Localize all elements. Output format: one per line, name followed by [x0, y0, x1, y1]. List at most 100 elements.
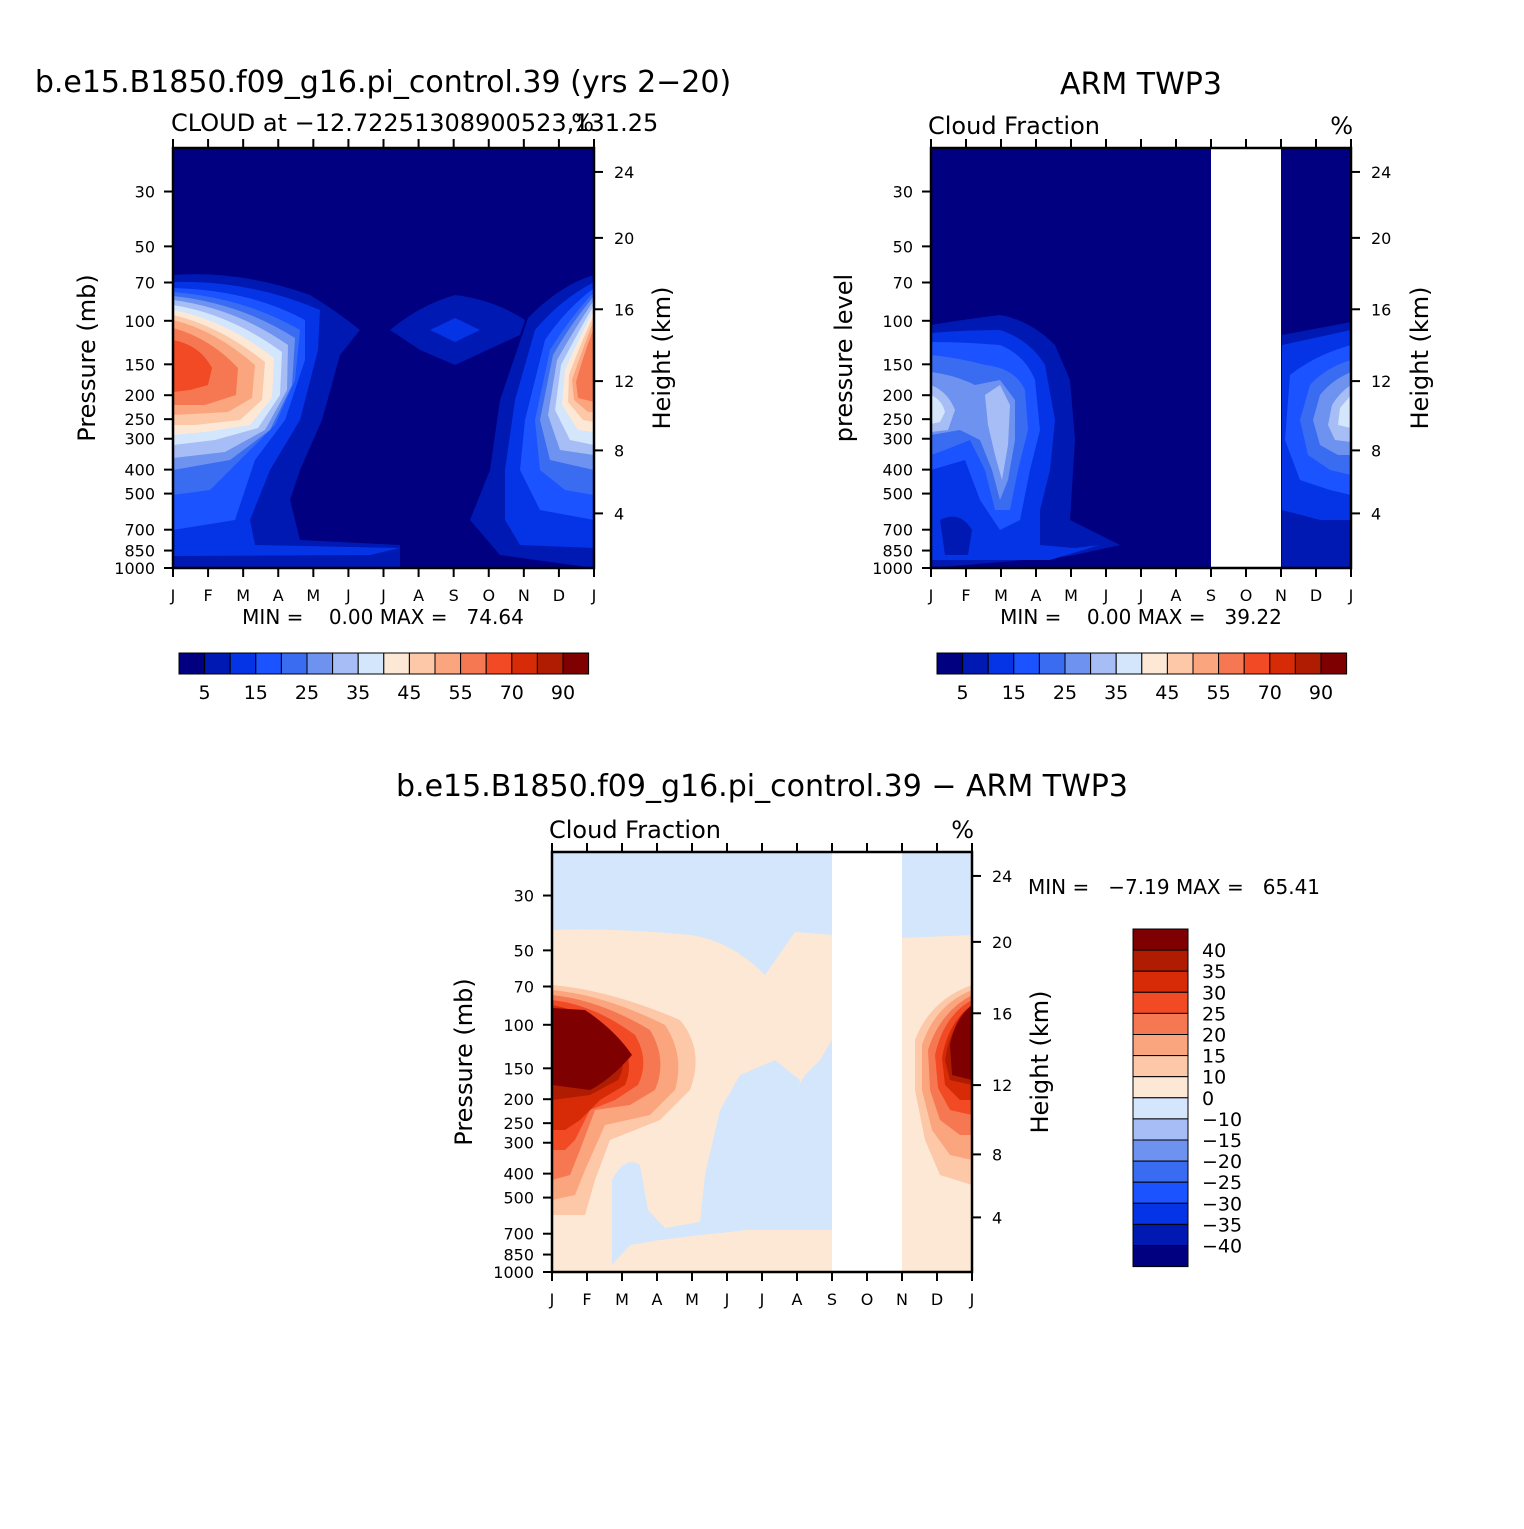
contour-region: [430, 318, 480, 342]
x-tick-label: J: [759, 1290, 765, 1309]
min-max-stats: MIN = 0.00 MAX = 39.22: [1000, 605, 1282, 629]
y-tick-label: 50: [514, 941, 534, 960]
contour-region: [173, 340, 212, 392]
x-tick-label: J: [724, 1290, 730, 1309]
y-tick-label: 700: [124, 521, 155, 540]
y-tick-label: 500: [882, 485, 913, 504]
colorbar-label: 0: [1202, 1088, 1214, 1110]
y-tick-label: 250: [124, 410, 155, 429]
y-tick-label: 300: [882, 430, 913, 449]
y2-tick-label: 8: [992, 1145, 1002, 1164]
contour-region: [985, 385, 1010, 480]
colorbar-swatch: [1038, 652, 1066, 675]
y2-tick-label: 20: [614, 229, 634, 248]
units-label: %: [571, 109, 594, 137]
colorbar-label: 15: [244, 682, 268, 704]
colorbar-swatch: [1141, 652, 1168, 675]
colorbars-layer: 5 15 25 35 45 55 70 90 5 15 25 35 45 55 70 904035302520…: [178, 652, 1348, 1268]
x-tick-label: M: [236, 586, 250, 605]
y2-axis-label: Height (km): [648, 287, 676, 430]
x-tick-label: A: [792, 1290, 803, 1309]
y-tick-label: 250: [882, 410, 913, 429]
colorbar-swatch: [962, 652, 989, 675]
y2-tick-label: 4: [992, 1208, 1002, 1227]
model-cloud-panel: b.e15.B1850.f09_g16.pi_control.39 (yrs 2…: [35, 65, 731, 629]
colorbar-swatch: [1218, 652, 1245, 675]
contour-region: [1338, 395, 1351, 428]
x-tick-label: D: [1310, 586, 1322, 605]
x-tick-label: N: [896, 1290, 908, 1309]
colorbar-swatch: [1320, 652, 1348, 675]
min-max-stats: MIN = −7.19 MAX = 65.41: [1028, 875, 1320, 899]
x-tick-label: A: [652, 1290, 663, 1309]
colorbar-swatch: [306, 652, 334, 675]
x-tick-label: O: [1240, 586, 1253, 605]
x-tick-label: S: [1206, 586, 1216, 605]
colorbar-swatch: [1132, 1055, 1189, 1078]
y-tick-label: 850: [503, 1246, 534, 1265]
colorbar-swatch: [1192, 652, 1220, 675]
colorbar-swatch: [1166, 652, 1194, 675]
colorbar-swatch: [1115, 652, 1143, 675]
y-tick-label: 30: [514, 887, 534, 906]
colorbar-label: 35: [346, 682, 370, 704]
x-tick-label: S: [449, 586, 459, 605]
colorbar-swatch: [562, 652, 590, 675]
arm-obs-panel: ARM TWP3 Cloud Fraction % pressure level…: [830, 67, 1434, 629]
x-tick-label: N: [518, 586, 530, 605]
x-tick-label: M: [306, 586, 320, 605]
y2-tick-label: 16: [1371, 300, 1391, 319]
colorbar-label: 40: [1202, 940, 1226, 962]
panel-subtitle: Cloud Fraction: [928, 112, 1100, 140]
colorbar-label: 25: [295, 682, 319, 704]
colorbar-swatch: [1132, 1223, 1189, 1247]
x-tick-label: J: [170, 586, 176, 605]
colorbar-label: 5: [957, 682, 969, 704]
y-tick-label: 50: [135, 237, 155, 256]
colorbar-swatch: [1132, 1118, 1189, 1141]
y-tick-label: 30: [893, 183, 913, 202]
colorbar-swatch: [1132, 1012, 1189, 1036]
x-tick-label: M: [685, 1290, 699, 1309]
difference-panel: b.e15.B1850.f09_g16.pi_control.39 − ARM …: [396, 769, 1320, 1274]
colorbar-label: 55: [1207, 682, 1231, 704]
colorbar-label: 25: [1202, 1003, 1226, 1025]
contour-region: [940, 516, 972, 555]
x-tick-label: S: [827, 1290, 837, 1309]
units-label: %: [1330, 112, 1353, 140]
colorbar-swatch: [1132, 928, 1189, 951]
x-tick-label: J: [380, 586, 386, 605]
colorbar-label: 20: [1202, 1025, 1226, 1047]
panel-subtitle: Cloud Fraction: [549, 816, 721, 844]
colorbar-label: −40: [1202, 1236, 1242, 1258]
x-tick-label: J: [969, 1290, 975, 1309]
y-tick-label: 300: [503, 1134, 534, 1153]
x-tick-label: J: [549, 1290, 555, 1309]
colorbar-label: 10: [1202, 1067, 1226, 1089]
colorbar-label: 30: [1202, 982, 1226, 1004]
y2-tick-label: 4: [1371, 504, 1381, 523]
colorbar-label: 25: [1053, 682, 1077, 704]
contour-region: [630, 1240, 832, 1258]
contour-region: [760, 1146, 832, 1225]
colorbar: 5 15 25 35 45 55 70 90: [178, 652, 590, 704]
y-tick-label: 500: [124, 485, 155, 504]
y-tick-label: 200: [503, 1090, 534, 1109]
y-tick-label: 1000: [114, 559, 155, 578]
colorbar-label: 70: [500, 682, 524, 704]
colorbar-swatch: [1269, 652, 1296, 675]
panel-title: b.e15.B1850.f09_g16.pi_control.39 − ARM …: [396, 769, 1128, 804]
x-tick-label: O: [482, 586, 495, 605]
colorbar-swatch: [460, 652, 487, 675]
contour-region: [552, 1008, 632, 1090]
x-tick-label: M: [1064, 586, 1078, 605]
colorbar-swatch: [1132, 1034, 1189, 1057]
colorbar-label: −30: [1202, 1193, 1242, 1215]
colorbar-label: 55: [449, 682, 473, 704]
colorbar-swatch: [1132, 1097, 1189, 1120]
panel-subtitle: CLOUD at −12.72251308900523,131.25: [171, 109, 658, 137]
